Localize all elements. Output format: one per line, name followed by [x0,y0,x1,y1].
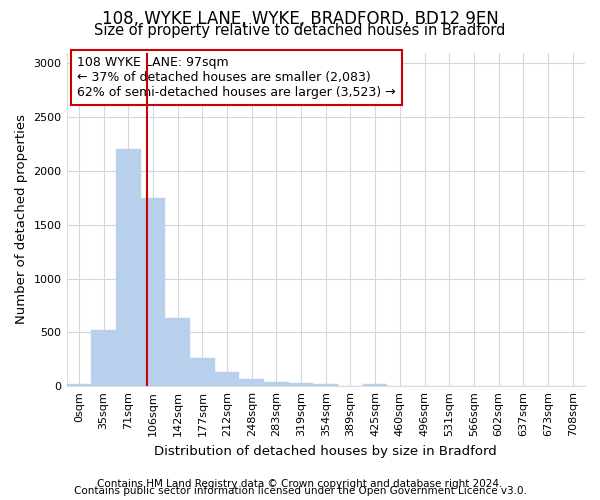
Bar [67,384,91,386]
Bar [264,382,289,386]
Bar [215,372,239,386]
Bar [289,383,313,386]
Text: Contains HM Land Registry data © Crown copyright and database right 2024.: Contains HM Land Registry data © Crown c… [97,479,503,489]
Text: 108 WYKE LANE: 97sqm
← 37% of detached houses are smaller (2,083)
62% of semi-de: 108 WYKE LANE: 97sqm ← 37% of detached h… [77,56,395,99]
Bar [239,378,264,386]
Text: Size of property relative to detached houses in Bradford: Size of property relative to detached ho… [94,22,506,38]
Bar [140,198,165,386]
Bar [165,318,190,386]
X-axis label: Distribution of detached houses by size in Bradford: Distribution of detached houses by size … [154,444,497,458]
Bar [91,330,116,386]
Bar [116,150,140,386]
Text: 108, WYKE LANE, WYKE, BRADFORD, BD12 9EN: 108, WYKE LANE, WYKE, BRADFORD, BD12 9EN [101,10,499,28]
Bar [190,358,215,386]
Y-axis label: Number of detached properties: Number of detached properties [15,114,28,324]
Bar [313,384,338,386]
Text: Contains public sector information licensed under the Open Government Licence v3: Contains public sector information licen… [74,486,526,496]
Bar [363,384,388,386]
